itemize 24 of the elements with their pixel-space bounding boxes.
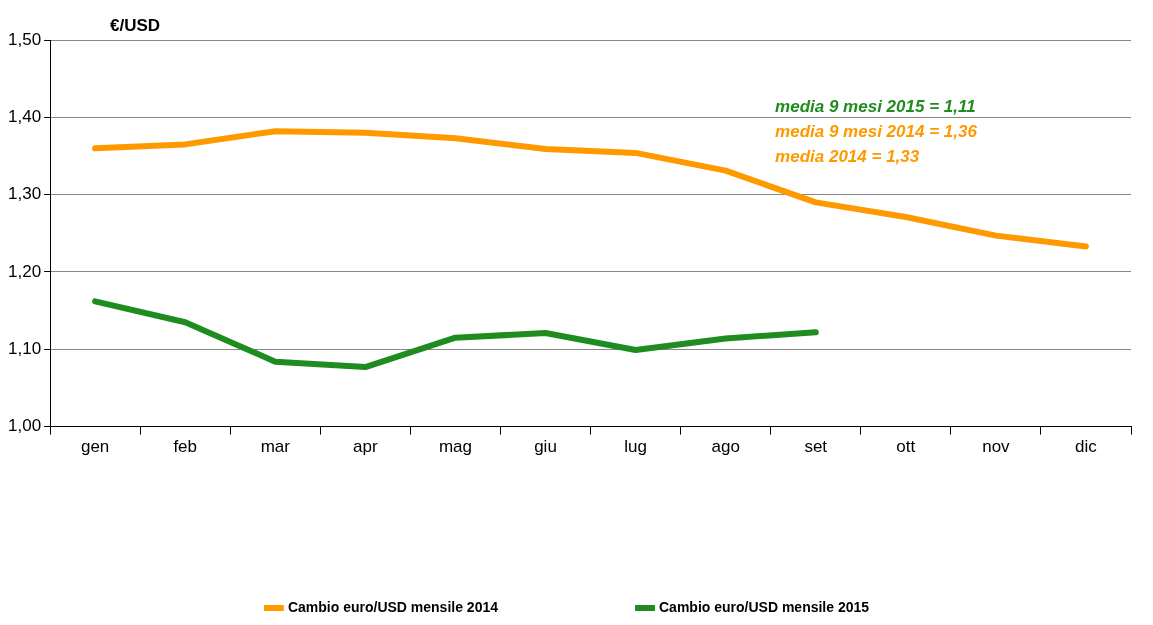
y-tick-label: 1,20 (7, 261, 42, 281)
x-tick-label: ott (896, 437, 916, 457)
y-tick-label: 1,00 (7, 416, 42, 436)
x-tick-label: apr (353, 437, 378, 457)
legend-label: Cambio euro/USD mensile 2014 (287, 598, 499, 615)
y-tick-label: 1,50 (7, 29, 42, 49)
x-tick-label: ago (711, 437, 740, 457)
annotation: media 9 mesi 2014 = 1,36 (775, 122, 978, 141)
x-tick-label: mar (260, 437, 291, 457)
y-tick-label: 1,30 (7, 184, 42, 204)
y-tick-label: 1,40 (7, 107, 42, 127)
y-axis-title: €/USD (110, 16, 161, 35)
y-tick-label: 1,10 (7, 338, 42, 358)
x-tick-label: feb (173, 437, 198, 457)
x-tick-label: gen (80, 437, 110, 457)
x-tick-label: dic (1075, 437, 1098, 457)
x-tick-label: nov (982, 437, 1011, 457)
legend-label: Cambio euro/USD mensile 2015 (659, 598, 870, 615)
annotation: media 2014 = 1,33 (775, 147, 920, 166)
x-tick-label: mag (438, 437, 472, 457)
x-tick-label: set (804, 437, 828, 457)
x-tick-label: lug (624, 437, 647, 457)
annotation: media 9 mesi 2015 = 1,11 (775, 97, 976, 116)
x-tick-label: giu (534, 437, 557, 457)
